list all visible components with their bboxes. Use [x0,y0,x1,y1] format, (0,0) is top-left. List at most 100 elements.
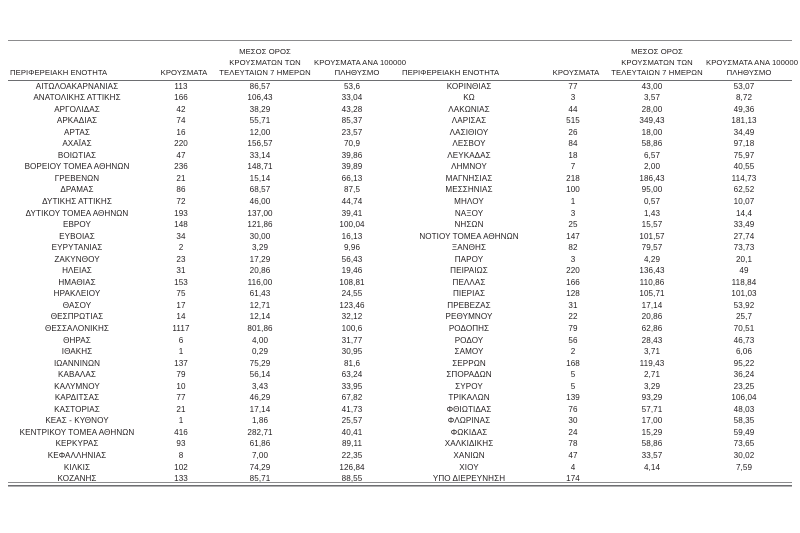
cell-name: ΝΗΣΩΝ [454,220,484,230]
cell-per: 30,02 [733,451,755,460]
cell-cases: 5 [570,381,576,391]
table-top-rule [8,40,792,41]
cell-avg: 148,71 [247,162,273,172]
table-row: ΔΡΑΜΑΣ 86 68,57 87,5 [8,184,400,196]
cell-per: 49,36 [733,104,755,114]
cell-cases: 220 [566,266,580,276]
cell-cases: 515 [566,116,580,126]
table-row: ΖΑΚΥΝΘΟΥ 23 17,29 56,43 [8,254,400,266]
table-row: ΚΑΣΤΟΡΙΑΣ 21 17,14 41,73 [8,404,400,416]
cell-per: 75,97 [733,150,755,160]
cell-name: ΒΟΙΩΤΙΑΣ [57,150,97,160]
table-row: ΣΑΜΟΥ 2 3,71 6,06 [400,346,792,358]
cell-avg: 15,57 [641,220,663,230]
cell-per: 32,12 [341,312,363,322]
cell-per: 23,25 [733,381,755,391]
table-row: ΕΥΒΟΙΑΣ 34 30,00 16,13 [8,231,400,243]
cell-cases: 139 [566,393,580,403]
page-footer-rule [8,482,792,483]
cell-avg: 3,29 [251,243,269,253]
cell-name: ΠΕΛΛΑΣ [452,277,486,287]
table-row: ΜΗΛΟΥ 1 0,57 10,07 [400,196,792,208]
cell-per: 6,06 [735,347,753,357]
cell-cases: 3 [570,254,576,264]
cell-per: 101,03 [731,289,757,299]
cell-cases: 47 [176,150,186,160]
cell-cases: 4 [570,462,576,472]
cell-cases: 34 [176,231,186,241]
cell-avg: 57,71 [641,404,663,414]
table-row: ΚΑΒΑΛΑΣ 79 56,14 63,24 [8,369,400,381]
cell-name: ΥΠΟ ΔΙΕΡΕΥΝΗΣΗ [432,474,506,484]
cell-name: ΛΗΜΝΟΥ [451,162,487,172]
table-row: ΜΑΓΝΗΣΙΑΣ 218 186,43 114,73 [400,173,792,185]
cell-cases: 21 [176,173,186,183]
cell-name: ΡΟΔΟΠΗΣ [448,323,490,333]
table-row: ΑΙΤΩΛΟΑΚΑΡΝΑΝΙΑΣ 113 86,57 53,6 [8,81,400,93]
table-row: ΝΟΤΙΟΥ ΤΟΜΕΑ ΑΘΗΝΩΝ 147 101,57 27,74 [400,231,792,243]
cell-per: 66,13 [341,173,363,183]
cell-avg: 12,00 [249,127,271,137]
cell-avg: 801,86 [247,323,273,333]
table-row: ΛΕΣΒΟΥ 84 58,86 97,18 [400,138,792,150]
cell-cases: 31 [568,300,578,310]
cell-cases: 79 [176,370,186,380]
cell-per: 73,65 [733,439,755,449]
table-body-right: ΚΟΡΙΝΘΙΑΣ 77 43,00 53,07 ΚΩ 3 3,57 8,72 ΛΑΚΩΝΙΑΣ… [400,81,792,485]
cell-name: ΚΟΡΙΝΘΙΑΣ [446,81,492,91]
cell-avg: 38,29 [249,104,271,114]
table-row: ΠΙΕΡΙΑΣ 128 105,71 101,03 [400,288,792,300]
cell-cases: 100 [566,185,580,195]
table-row: ΜΕΣΣΗΝΙΑΣ 100 95,00 62,52 [400,184,792,196]
table-row: ΧΑΝΙΩΝ 47 33,57 30,02 [400,450,792,462]
cell-name: ΛΑΚΩΝΙΑΣ [448,104,490,114]
cell-name: ΗΛΕΙΑΣ [62,266,92,276]
cell-cases: 1 [178,416,184,426]
table-row: ΣΕΡΡΩΝ 168 119,43 95,22 [400,358,792,370]
cell-cases: 31 [176,266,186,276]
cell-per: 43,28 [341,104,363,114]
cell-name: ΚΩ [463,93,475,103]
cell-cases: 133 [174,474,188,484]
cell-per: 39,89 [341,162,363,172]
table-row: ΗΡΑΚΛΕΙΟΥ 75 61,43 24,55 [8,288,400,300]
cell-avg: 79,57 [641,243,663,253]
cell-name: ΛΕΣΒΟΥ [452,139,486,149]
cell-name: ΕΥΒΟΙΑΣ [59,231,95,241]
cell-cases: 76 [568,404,578,414]
cell-cases: 2 [178,243,184,253]
cell-cases: 47 [568,451,578,460]
cell-name: ΚΙΛΚΙΣ [63,462,91,472]
cell-avg: 136,43 [639,266,665,276]
cell-name: ΤΡΙΚΑΛΩΝ [448,393,490,403]
cell-avg: 56,14 [249,370,271,380]
col-header-regional-unit: ΠΕΡΙΦΕΡΕΙΑΚΗ ΕΝΟΤΗΤΑ [10,68,108,77]
cell-name: ΚΕΦΑΛΛΗΝΙΑΣ [47,451,107,460]
cell-avg: 106,43 [247,93,273,103]
cell-cases: 75 [176,289,186,299]
cell-avg: 75,29 [249,358,271,368]
cell-avg: 3,71 [643,347,661,357]
cell-avg: 349,43 [639,116,665,126]
cell-cases: 79 [568,323,578,333]
cell-per: 39,41 [341,208,363,218]
table-row: ΝΗΣΩΝ 25 15,57 33,49 [400,219,792,231]
cell-cases: 128 [566,289,580,299]
cell-avg: 156,57 [247,139,273,149]
cell-per: 44,74 [341,196,363,206]
table-row: ΙΩΑΝΝΙΝΩΝ 137 75,29 81,6 [8,358,400,370]
cell-per: 123,46 [339,300,365,310]
cell-name: ΑΙΤΩΛΟΑΚΑΡΝΑΝΙΑΣ [35,81,119,91]
cell-avg: 18,00 [641,127,663,137]
col-header-weekly-average-right-line2: ΚΡΟΥΣΜΑΤΩΝ ΤΩΝ [621,57,693,67]
table-row: ΡΟΔΟΥ 56 28,43 46,73 [400,335,792,347]
cell-name: ΧΑΝΙΩΝ [453,451,485,460]
cell-name: ΗΡΑΚΛΕΙΟΥ [53,289,101,299]
cell-per: 40,41 [341,427,363,437]
table-row: ΠΑΡΟΥ 3 4,29 20,1 [400,254,792,266]
table-row: ΑΝΑΤΟΛΙΚΗΣ ΑΤΤΙΚΗΣ 166 106,43 33,04 [8,92,400,104]
cell-avg: 85,71 [249,474,271,484]
cell-avg: 46,29 [249,393,271,403]
col-header-regional-unit-right: ΠΕΡΙΦΕΡΕΙΑΚΗ ΕΝΟΤΗΤΑ [402,68,500,77]
cell-cases: 78 [568,439,578,449]
